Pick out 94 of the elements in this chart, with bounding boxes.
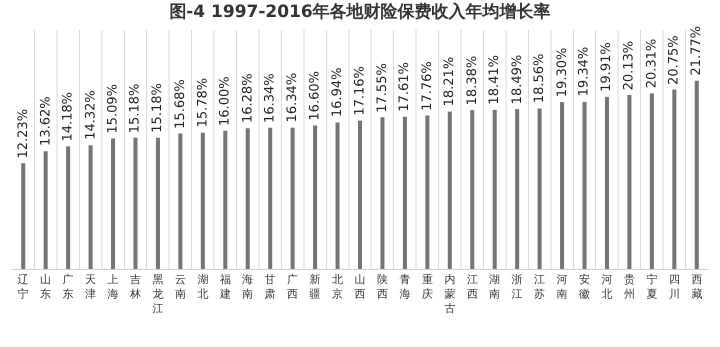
bar <box>380 117 384 269</box>
data-label: 19.91% <box>599 42 614 92</box>
x-tick-label: 福建 <box>218 273 231 300</box>
data-label: 19.34% <box>576 46 592 96</box>
data-label: 15.78% <box>195 78 210 128</box>
bar <box>200 132 205 269</box>
x-tick-label: 内蒙古 <box>444 273 456 315</box>
x-tick-label: 湖北 <box>197 273 208 300</box>
bar <box>246 128 250 269</box>
x-tick-label: 四川 <box>668 273 680 300</box>
data-label: 15.09% <box>105 84 120 134</box>
x-tick-label: 云南 <box>174 273 186 300</box>
x-tick-label: 重庆 <box>422 273 433 300</box>
data-label: 16.94% <box>330 68 345 118</box>
bar <box>672 90 676 269</box>
data-label: 17.55% <box>375 63 390 113</box>
data-label: 18.41% <box>486 54 502 105</box>
x-tick-label: 天津 <box>85 273 96 300</box>
x-tick-label: 江苏 <box>534 273 546 300</box>
bar <box>448 112 452 269</box>
x-tick-label: 广东 <box>62 273 74 300</box>
data-label: 19.30% <box>554 48 570 98</box>
data-label: 14.32% <box>83 90 98 140</box>
bar <box>290 128 295 269</box>
bar <box>268 128 272 269</box>
data-label: 15.68% <box>172 79 188 129</box>
x-tick-label: 广西 <box>287 273 298 300</box>
x-tick-label: 上海 <box>108 273 119 300</box>
data-label: 18.21% <box>442 56 458 106</box>
x-tick-label: 山东 <box>40 273 52 300</box>
data-label: 16.34% <box>284 72 300 122</box>
bar <box>650 93 654 269</box>
data-label: 12.23% <box>16 108 31 159</box>
x-tick-label: 甘肃 <box>264 273 276 300</box>
bar <box>313 126 318 269</box>
x-tick-label: 湖南 <box>489 273 500 300</box>
bar <box>178 133 182 269</box>
data-label: 13.62% <box>38 96 54 146</box>
data-label: 15.18% <box>128 84 143 134</box>
bar <box>538 108 542 269</box>
bar <box>44 151 48 269</box>
data-label: 18.38% <box>465 56 480 106</box>
x-tick-label: 山西 <box>354 273 366 300</box>
bar <box>560 102 564 269</box>
x-tick-label: 吉林 <box>128 273 141 300</box>
bar <box>402 116 407 269</box>
chart-title: 图-4 1997-2016年各地财险保费收入年均增长率 <box>169 2 551 22</box>
x-tick-label: 安徽 <box>579 273 590 300</box>
bar <box>492 110 497 269</box>
bar <box>425 115 430 269</box>
data-label: 16.60% <box>308 71 323 121</box>
bar <box>604 96 609 269</box>
bar <box>21 163 26 269</box>
data-label: 15.18% <box>150 83 166 133</box>
x-tick-label: 青海 <box>399 273 410 300</box>
bar <box>66 146 70 269</box>
bar <box>88 145 93 269</box>
data-label: 17.61% <box>397 62 412 112</box>
data-label: 20.31% <box>644 38 660 88</box>
bar <box>336 122 340 269</box>
data-label: 20.75% <box>666 35 682 85</box>
x-tick-label: 西藏 <box>691 273 702 300</box>
data-label: 18.49% <box>510 54 525 104</box>
data-label: 20.13% <box>621 40 636 90</box>
x-tick-label: 河南 <box>556 273 568 300</box>
x-tick-label: 宁夏 <box>646 273 658 300</box>
bar <box>111 138 116 269</box>
bar <box>223 130 228 269</box>
x-tick-label: 河北 <box>601 273 612 300</box>
bar <box>133 138 138 269</box>
data-label: 17.76% <box>420 61 435 111</box>
bar <box>358 120 362 269</box>
x-tick-label: 陕西 <box>376 273 388 300</box>
bar <box>582 102 587 269</box>
data-label: 18.56% <box>532 54 548 104</box>
x-tick-label: 北京 <box>332 273 344 300</box>
x-tick-label: 江西 <box>466 273 478 300</box>
x-tick-label: 浙江 <box>512 273 523 300</box>
x-tick-label: 贵州 <box>624 273 635 300</box>
bar <box>470 110 474 269</box>
bar <box>627 94 632 269</box>
bar <box>156 138 160 269</box>
x-tick-label: 新疆 <box>310 273 321 300</box>
bar <box>694 80 699 269</box>
x-tick-label: 黑龙江 <box>152 273 164 315</box>
data-label: 21.77% <box>688 26 704 76</box>
data-label: 16.28% <box>240 73 256 124</box>
data-label: 16.00% <box>218 76 233 126</box>
data-label: 17.16% <box>352 66 368 116</box>
data-label: 14.18% <box>60 92 76 142</box>
x-tick-label: 海南 <box>242 273 254 300</box>
x-tick-label: 辽宁 <box>18 273 29 300</box>
data-label: 16.34% <box>262 73 278 123</box>
bar <box>515 109 520 269</box>
